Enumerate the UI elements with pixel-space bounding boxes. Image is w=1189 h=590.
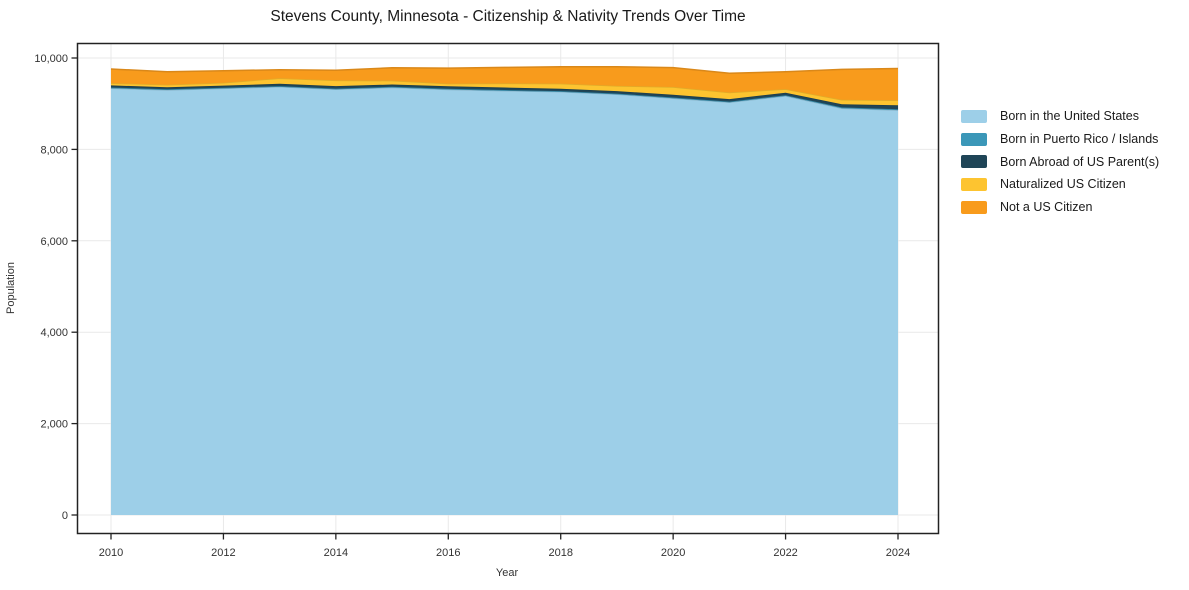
x-tick-label: 2016 — [436, 547, 460, 559]
y-tick-label: 4,000 — [40, 327, 68, 339]
legend-item-born-in-puerto-rico-islands: Born in Puerto Rico / Islands — [961, 128, 1159, 151]
plot-border — [76, 42, 940, 535]
area-layer — [110, 65, 899, 516]
y-tick-label: 0 — [62, 510, 68, 522]
area-born-in-the-united-states — [111, 86, 898, 516]
y-tick-label: 8,000 — [40, 144, 68, 156]
legend-swatch — [961, 155, 987, 169]
legend-swatch — [961, 132, 987, 146]
chart-title: Stevens County, Minnesota - Citizenship … — [270, 8, 746, 25]
x-tick-label: 2018 — [548, 547, 572, 559]
x-tick-label: 2014 — [324, 547, 348, 559]
x-tick-label: 2012 — [211, 547, 235, 559]
area-edge-not-a-us-citizen — [110, 65, 899, 75]
legend-item-born-abroad-of-us-parent-s: Born Abroad of US Parent(s) — [961, 150, 1159, 173]
legend-label: Naturalized US Citizen — [1000, 177, 1126, 192]
y-axis-title: Population — [5, 262, 17, 314]
legend-swatch — [961, 109, 987, 123]
x-tick-label: 2010 — [99, 547, 123, 559]
area-born-abroad-of-us-parent-s — [111, 83, 898, 110]
chart-legend: Born in the United States Born in Puerto … — [961, 105, 1159, 218]
area-not-a-us-citizen — [111, 66, 898, 101]
axis-layer: 0 2,000 4,000 6,000 8,000 10,000 2010 2012 2014 2… — [34, 42, 940, 559]
y-tick-label: 2,000 — [40, 419, 68, 431]
x-axis-title: Year — [496, 567, 519, 579]
legend-label: Not a US Citizen — [1000, 200, 1093, 215]
x-tick-label: 2020 — [661, 547, 685, 559]
legend-label: Born in Puerto Rico / Islands — [1000, 132, 1159, 147]
legend-swatch — [961, 177, 987, 191]
legend-label: Born Abroad of US Parent(s) — [1000, 154, 1160, 169]
legend-item-born-in-the-united-states: Born in the United States — [961, 105, 1159, 128]
legend-item-naturalized-us-citizen: Naturalized US Citizen — [961, 173, 1159, 196]
y-tick-label: 6,000 — [40, 236, 68, 248]
legend-item-not-a-us-citizen: Not a US Citizen — [961, 196, 1159, 219]
legend-swatch — [961, 200, 987, 214]
x-tick-label: 2024 — [886, 547, 910, 559]
x-tick-label: 2022 — [773, 547, 797, 559]
y-tick-label: 10,000 — [34, 53, 68, 65]
legend-label: Born in the United States — [1000, 109, 1139, 124]
